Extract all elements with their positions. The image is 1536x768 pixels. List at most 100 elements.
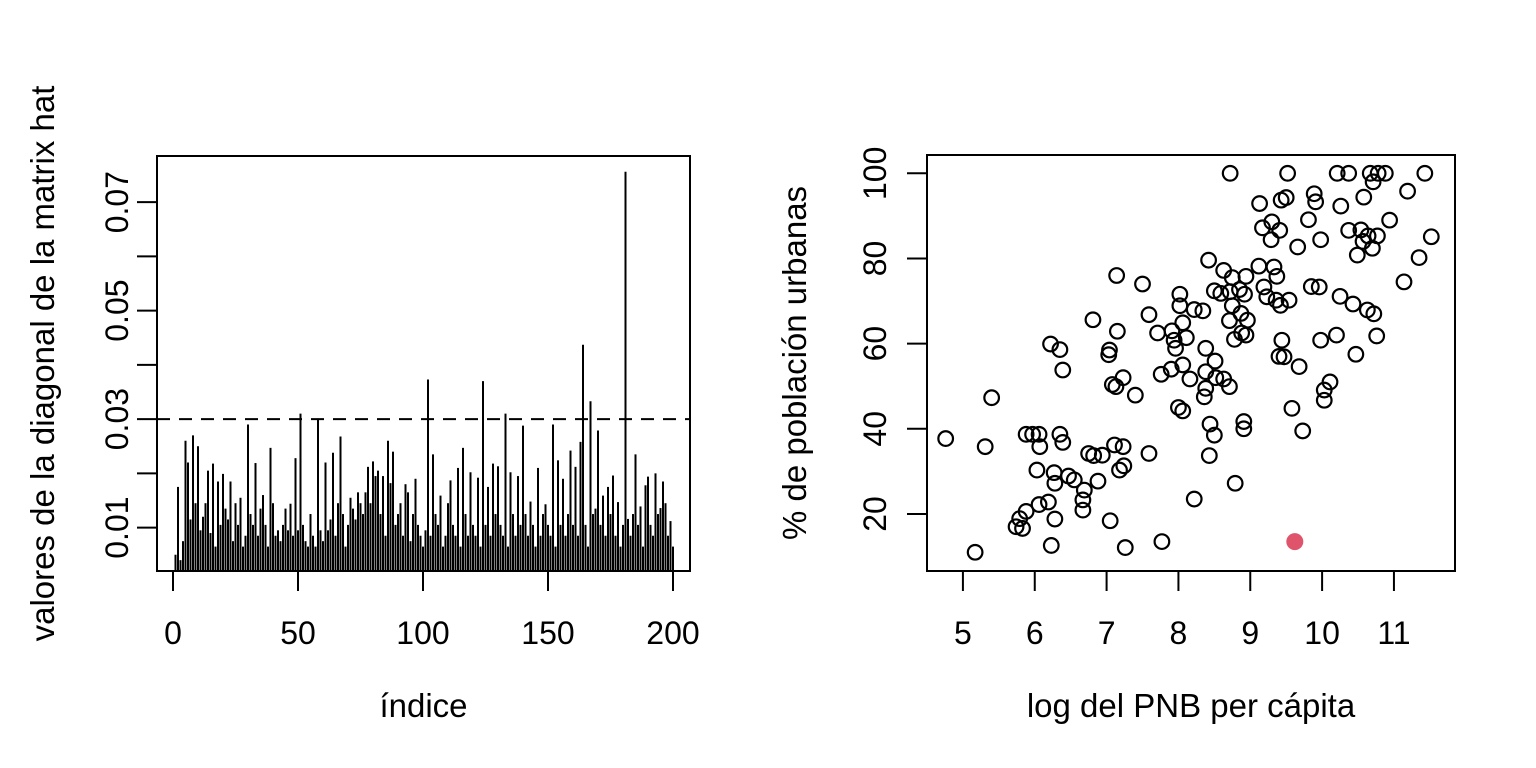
data-point-circle [1174,356,1192,374]
x-tick-label: 9 [1241,615,1259,651]
data-point-circle [1024,425,1041,443]
plot-box [926,154,1456,572]
data-point-circle [1028,461,1046,479]
data-point-circle [1223,297,1241,315]
data-point-circle [1046,474,1064,492]
data-point-circle [1206,352,1224,370]
data-point-circle [1185,490,1203,508]
data-point-circle [1200,251,1217,269]
data-point-circle [1195,388,1213,406]
data-point-circle [1283,399,1301,417]
y-tick-label: 60 [857,326,893,362]
data-point-circle [1075,481,1093,499]
data-point-circle [1272,296,1289,314]
data-point-circle [1254,219,1271,237]
y-axis-label-left: valores de la diagonal de la matrix hat [24,86,61,642]
data-point-circle [1275,348,1293,366]
data-point-circle [1347,345,1365,363]
data-point-circle [1226,474,1244,492]
data-point-circle [1170,399,1187,416]
data-point-circle [1305,185,1323,203]
x-tick-label: 11 [1377,615,1410,651]
y-axis-label-right: % de población urbanas [776,186,813,540]
data-point-circle [966,543,984,561]
data-point-circle [1236,285,1253,303]
data-point-circle [1171,285,1189,303]
data-point-circle [1273,331,1291,349]
data-point-circle [1302,278,1320,295]
x-tick-label: 8 [1170,615,1188,651]
data-point-circle [1042,335,1059,353]
data-point-circle [1181,370,1199,388]
data-point-circle [1111,461,1128,479]
data-point-circle [1126,386,1144,404]
data-point-circle [1116,539,1134,556]
data-point-circle [1271,221,1289,239]
data-point-circle [1312,231,1330,249]
data-point-circle [1237,326,1255,344]
data-point-circle [1140,445,1158,462]
x-axis-label-right: log del PNB per cápita [1027,687,1356,724]
data-point-circle [1279,164,1297,182]
data-point-circle [1251,195,1269,212]
data-point-circle [1410,249,1428,267]
data-point-circle [1030,496,1048,513]
data-point-circle [1017,425,1035,443]
data-point-circle [1221,378,1238,396]
data-point-circle [1340,164,1358,182]
data-point-circle [1106,436,1123,454]
data-point-circle [1100,346,1118,364]
data-point-circle [1328,164,1346,182]
data-point-circle [1153,533,1171,551]
data-point-circle [1205,426,1223,444]
y-tick-label: 0.05 [99,279,135,341]
data-point-circle [1054,434,1072,451]
data-point-circle [1163,322,1181,340]
data-point-circle [1046,510,1064,528]
data-point-circle [1344,295,1362,313]
data-point-circle [1051,425,1069,443]
data-point-circle [1270,348,1288,365]
data-point-circle [1265,258,1283,276]
y-tick-label: 0.01 [99,496,135,558]
data-point-circle [976,438,994,456]
data-point-circle [1312,331,1330,349]
data-point-circle [1422,228,1440,246]
scatter-points [937,164,1440,561]
x-tick-label: 200 [646,615,699,651]
data-point-circle [1399,182,1416,200]
x-axis-left: 0 50 100 150 200 [164,571,700,651]
data-point-circle [1167,339,1184,357]
y-tick-label: 40 [857,411,893,447]
data-point-circle [1221,164,1239,182]
data-point-circle [1226,330,1243,348]
data-point-circle [1207,369,1225,387]
data-point-circle [1395,273,1413,291]
x-tick-label: 150 [521,615,574,651]
data-point-circle [1040,493,1057,511]
data-point-circle [1074,501,1092,519]
data-point-circle [937,430,955,447]
x-tick-label: 7 [1098,615,1116,651]
data-point-circle [1348,246,1366,264]
data-point-circle [1014,520,1031,537]
data-point-circle [1368,327,1386,345]
data-point-circle [1054,361,1072,379]
data-point-circle [1074,491,1092,509]
data-point-circle [1280,291,1298,309]
data-point-circle [1235,413,1253,430]
scatter-panel: 5 6 7 8 9 10 11 20 40 60 80 100 log del PNB per cá… [776,147,1456,724]
data-point-circle [1381,211,1399,229]
y-axis-left: 0.01 0.03 0.05 0.07 [99,171,157,559]
data-point-circle [1200,447,1218,465]
data-point-circle [1332,197,1350,215]
data-point-circle [1363,239,1381,257]
data-point-circle [1300,211,1317,229]
data-point-circle [1277,189,1295,206]
data-point-circle [1197,339,1215,357]
data-point-circle [1030,425,1048,443]
data-point-circle [1084,311,1102,329]
data-point-circle [1289,238,1307,256]
data-point-circle [1328,326,1345,344]
